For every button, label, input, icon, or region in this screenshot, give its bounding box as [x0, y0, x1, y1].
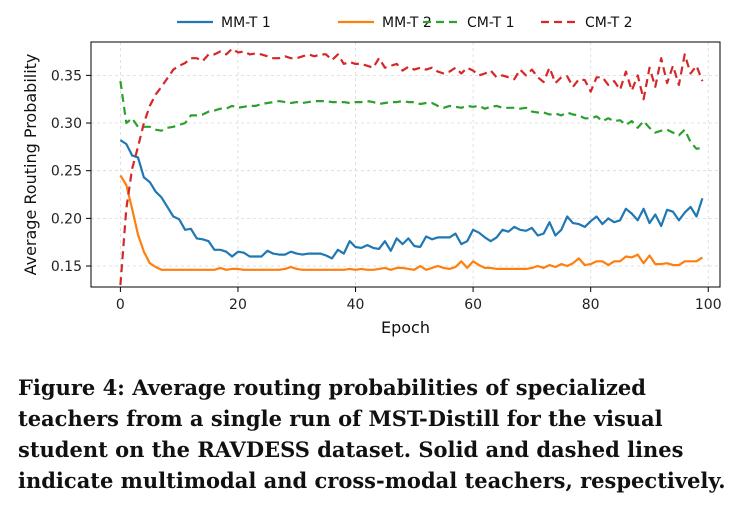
legend-label: MM-T 1: [221, 15, 271, 31]
series-line-cm-t-2: [119, 47, 704, 286]
chart: MM-T 1 MM-T 2 CM-T 1 CM-T 2 0 20 40 60 80 100 0.…: [21, 15, 722, 337]
x-axis: 0 20 40 60 80 100: [116, 287, 722, 313]
series-layer: [119, 47, 704, 286]
legend-label: CM-T 2: [585, 15, 633, 31]
x-tick-label: 0: [116, 297, 125, 313]
x-tick-label: 60: [464, 297, 482, 313]
legend-label: CM-T 1: [467, 15, 515, 31]
y-tick-label: 0.20: [51, 211, 82, 227]
x-tick-label: 80: [582, 297, 600, 313]
y-axis: 0.15 0.20 0.25 0.30 0.35: [51, 68, 91, 275]
x-axis-label: Epoch: [381, 318, 430, 337]
x-tick-label: 40: [347, 297, 365, 313]
y-tick-label: 0.15: [51, 259, 82, 275]
series-line-cm-t-1: [119, 80, 703, 150]
grid: [91, 42, 720, 287]
y-tick-label: 0.25: [51, 164, 82, 180]
legend-label: MM-T 2: [382, 15, 432, 31]
y-tick-label: 0.35: [51, 68, 82, 84]
series-line-mm-t-1: [119, 139, 704, 260]
x-tick-label: 100: [695, 297, 722, 313]
figure-caption: Figure 4: Average routing probabilities …: [18, 375, 726, 493]
x-tick-label: 20: [229, 297, 247, 313]
y-axis-label: Average Routing Probability: [21, 54, 40, 276]
series-line-mm-t-2: [119, 174, 704, 271]
y-tick-label: 0.30: [51, 116, 82, 132]
legend: MM-T 1 MM-T 2 CM-T 1 CM-T 2: [177, 15, 633, 31]
plot-frame: [90, 41, 721, 288]
